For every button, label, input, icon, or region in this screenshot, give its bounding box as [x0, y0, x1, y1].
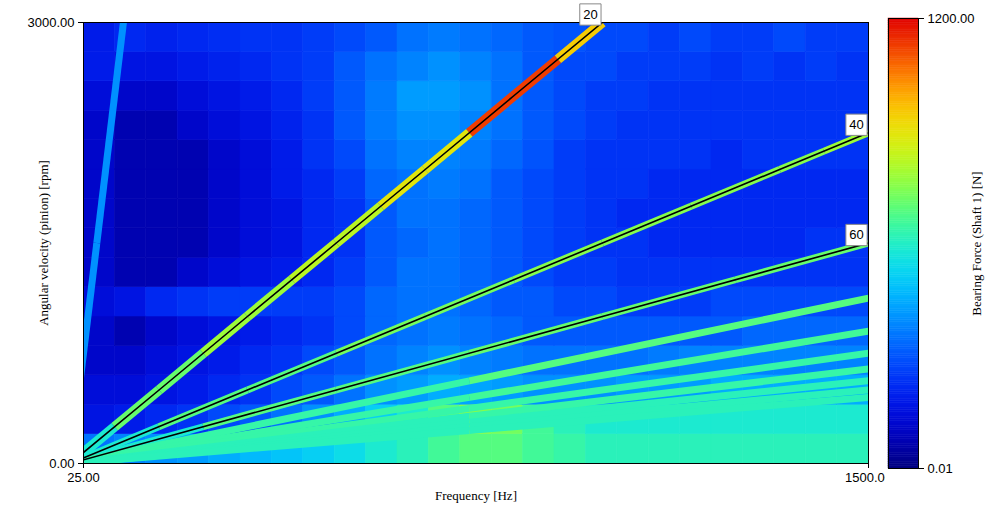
svg-text:20: 20 — [583, 7, 597, 22]
svg-text:Angular velocity (pinion) [rpm: Angular velocity (pinion) [rpm] — [36, 160, 51, 326]
svg-text:3000.00: 3000.00 — [28, 15, 75, 30]
svg-text:40: 40 — [849, 117, 863, 132]
svg-text:0.00: 0.00 — [49, 456, 74, 471]
svg-text:0.01: 0.01 — [928, 461, 953, 476]
svg-text:Bearing Force (Shaft 1) [N]: Bearing Force (Shaft 1) [N] — [969, 171, 984, 315]
svg-text:25.00: 25.00 — [67, 470, 100, 485]
svg-text:1500.00: 1500.00 — [845, 469, 892, 485]
svg-text:1200.00: 1200.00 — [928, 11, 975, 26]
svg-text:Frequency [Hz]: Frequency [Hz] — [435, 488, 517, 503]
svg-text:60: 60 — [849, 227, 863, 242]
